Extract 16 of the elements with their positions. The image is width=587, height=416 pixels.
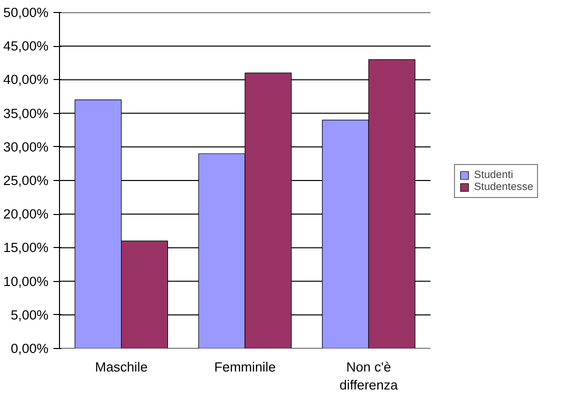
y-tick-label: 15,00% [3, 240, 49, 256]
y-tick-label: 10,00% [3, 274, 49, 289]
y-tick-label: 30,00% [3, 139, 49, 154]
y-tick-label: 25,00% [3, 173, 49, 188]
x-tick-label: Femminile [214, 360, 276, 374]
y-tick-label: 0,00% [10, 341, 49, 356]
legend-label: Studentesse [474, 181, 534, 193]
legend-label: Studenti [474, 169, 514, 181]
y-tick-label: 40,00% [3, 72, 49, 88]
y-tick-label: 50,00% [3, 5, 49, 20]
y-tick-label: 45,00% [3, 38, 49, 54]
x-tick-label: Maschile [95, 360, 148, 374]
y-tick-label: 20,00% [3, 206, 49, 222]
y-tick-label: 35,00% [3, 106, 49, 121]
y-tick-label: 5,00% [10, 307, 49, 322]
x-tick-label: Non c'è differenza [340, 360, 398, 392]
